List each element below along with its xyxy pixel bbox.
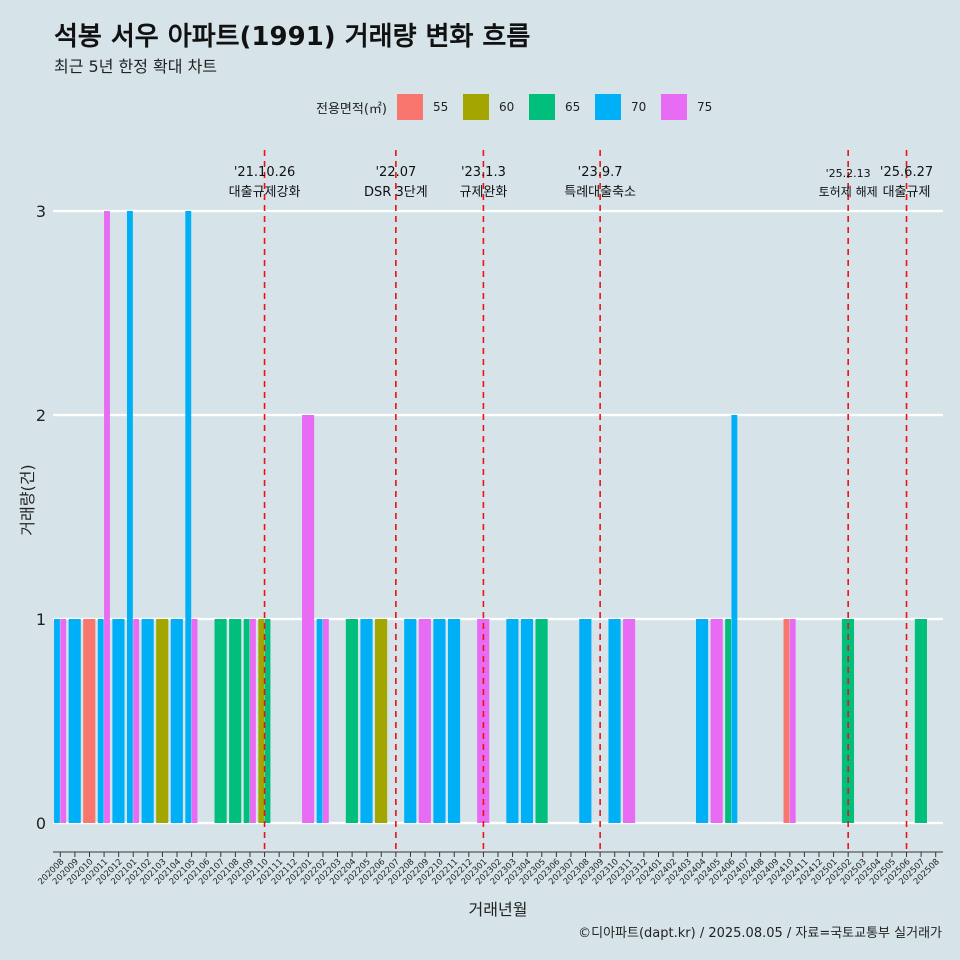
bar-202210-70: [433, 619, 446, 823]
bar-202008-70: [54, 619, 60, 823]
bar-202507-65: [914, 619, 927, 823]
bar-202201-75: [302, 415, 315, 823]
annotation-label: 특례대출축소: [564, 185, 636, 200]
annotation-date: '23.1.3: [461, 165, 506, 180]
annotation-date: '25.2.13: [826, 167, 871, 180]
legend-item-65: 65: [528, 94, 587, 120]
annotation-date: '25.6.27: [880, 165, 933, 180]
bar-202107-65: [214, 619, 227, 823]
bar-202303-70: [506, 619, 519, 823]
annotation-label: 대출규제: [883, 185, 931, 200]
bar-202205-70: [360, 619, 373, 823]
legend-item-55: 55: [396, 94, 455, 120]
bar-202008-75: [60, 619, 67, 823]
bar-202410-55: [783, 619, 790, 823]
legend-label-75: 75: [696, 100, 713, 114]
bar-202406-65: [725, 619, 732, 823]
bar-202109-65: [243, 619, 250, 823]
legend-item-75: 75: [660, 94, 719, 120]
bar-202011-70: [97, 619, 104, 823]
chart-subtitle: 최근 5년 한정 확대 차트: [54, 57, 218, 76]
bar-202311-75: [623, 619, 636, 823]
legend-item-70: 70: [594, 94, 653, 120]
y-tick-label: 2: [36, 406, 46, 425]
x-axis-title: 거래년월: [469, 900, 528, 919]
bar-202308-70: [579, 619, 592, 823]
bar-202110-60: [258, 619, 265, 823]
bar-202104-70: [170, 619, 183, 823]
bar-202103-60: [156, 619, 169, 823]
legend-swatch-55: [396, 94, 423, 120]
bar-202105-70: [185, 211, 192, 823]
bar-202305-65: [535, 619, 548, 823]
legend-item-60: 60: [462, 94, 521, 120]
annotation-date: '21.10.26: [234, 165, 295, 180]
legend: 전용면적(㎡) 55 60 65 70 75: [316, 93, 727, 121]
bar-202304-70: [520, 619, 534, 823]
bar-202211-70: [447, 619, 461, 823]
legend-swatch-75: [660, 94, 687, 120]
bar-202110-65: [264, 619, 271, 823]
y-tick-label: 0: [36, 814, 46, 833]
bar-202202-75: [322, 619, 329, 823]
bar-202009-70: [68, 619, 81, 823]
bar-202012-70: [112, 619, 125, 823]
annotation-date: '23.9.7: [578, 165, 623, 180]
bar-202010-55: [83, 619, 96, 823]
bar-202206-60: [375, 619, 388, 823]
bar-202202-70: [316, 619, 323, 823]
legend-swatch-65: [528, 94, 555, 120]
y-tick-label: 1: [36, 610, 46, 629]
y-axis-title: 거래량(건): [18, 464, 37, 535]
bar-202502-65: [841, 619, 855, 823]
chart-title: 석봉 서우 아파트(1991) 거래량 변화 흐름: [54, 22, 531, 52]
legend-swatch-70: [594, 94, 621, 120]
annotation-label: 대출규제강화: [229, 185, 301, 200]
bar-202105-75: [191, 619, 198, 823]
annotation-date: '22.07: [375, 165, 416, 180]
bar-202310-70: [608, 619, 621, 823]
bar-202209-75: [418, 619, 431, 823]
legend-title: 전용면적(㎡): [316, 101, 387, 117]
legend-label-60: 60: [498, 100, 515, 114]
bar-202405-75: [710, 619, 723, 823]
bar-202208-70: [404, 619, 417, 823]
legend-swatch-60: [462, 94, 489, 120]
annotation-label: 규제완화: [459, 185, 507, 200]
bar-202108-65: [229, 619, 242, 823]
bar-202301-75: [477, 619, 490, 823]
legend-label-70: 70: [630, 100, 647, 114]
bar-202102-70: [141, 619, 154, 823]
bar-202011-75: [104, 211, 110, 823]
bar-202204-65: [345, 619, 358, 823]
bar-202101-70: [126, 211, 133, 823]
legend-label-65: 65: [564, 100, 581, 114]
legend-label-55: 55: [432, 100, 449, 114]
bar-202404-70: [695, 619, 709, 823]
bar-202109-75: [249, 619, 256, 823]
footer-credit: ©디아파트(dapt.kr) / 2025.08.05 / 자료=국토교통부 실…: [578, 926, 942, 941]
annotation-label: DSR 3단계: [364, 185, 428, 200]
bar-202410-75: [789, 619, 796, 823]
annotation-label: 토허제 해제: [819, 185, 878, 199]
y-tick-label: 3: [36, 202, 46, 221]
bar-202406-70: [731, 415, 738, 823]
bar-202101-75: [133, 619, 140, 823]
